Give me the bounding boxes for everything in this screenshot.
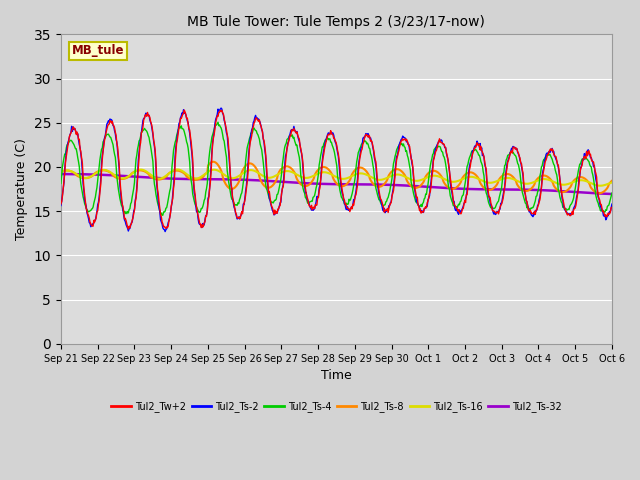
Tul2_Ts-4 — [421, 195, 429, 201]
Tul2_Ts-2 — [124, 226, 131, 231]
Tul2_Ts-2 — [421, 205, 429, 211]
Tul2_Ts-8 — [67, 168, 75, 174]
Tul2_Ts-32 — [608, 191, 616, 197]
X-axis label: Time: Time — [321, 369, 352, 382]
Tul2_Ts-32 — [209, 176, 216, 182]
Tul2_Tw+2 — [421, 205, 429, 211]
Tul2_Ts-4 — [57, 180, 65, 186]
Tul2_Ts-16 — [173, 167, 181, 172]
Line: Tul2_Ts-2: Tul2_Ts-2 — [61, 108, 612, 231]
Tul2_Ts-8 — [180, 170, 188, 176]
Tul2_Ts-32 — [124, 173, 131, 179]
Tul2_Ts-2 — [217, 105, 225, 111]
Tul2_Ts-4 — [180, 129, 188, 134]
Tul2_Ts-32 — [420, 184, 428, 190]
Tul2_Ts-2 — [161, 228, 169, 234]
Text: MB_tule: MB_tule — [72, 45, 124, 58]
Line: Tul2_Ts-8: Tul2_Ts-8 — [61, 162, 612, 193]
Tul2_Tw+2 — [125, 226, 132, 232]
Tul2_Ts-8 — [420, 178, 428, 183]
Tul2_Ts-4 — [405, 159, 413, 165]
Tul2_Ts-16 — [209, 167, 217, 173]
Tul2_Tw+2 — [181, 109, 189, 115]
Tul2_Tw+2 — [124, 224, 131, 230]
Tul2_Ts-8 — [608, 178, 616, 184]
Tul2_Ts-4 — [158, 212, 166, 218]
Tul2_Ts-16 — [57, 169, 65, 175]
Tul2_Ts-2 — [209, 133, 217, 139]
Tul2_Ts-16 — [596, 183, 604, 189]
Tul2_Ts-2 — [405, 142, 413, 147]
Tul2_Ts-8 — [209, 159, 216, 165]
Tul2_Tw+2 — [405, 143, 413, 149]
Tul2_Ts-4 — [209, 129, 217, 135]
Line: Tul2_Tw+2: Tul2_Tw+2 — [61, 110, 612, 229]
Tul2_Ts-8 — [57, 169, 65, 175]
Tul2_Ts-2 — [57, 203, 65, 208]
Tul2_Ts-4 — [608, 190, 616, 196]
Legend: Tul2_Tw+2, Tul2_Ts-2, Tul2_Ts-4, Tul2_Ts-8, Tul2_Ts-16, Tul2_Ts-32: Tul2_Tw+2, Tul2_Ts-2, Tul2_Ts-4, Tul2_Ts… — [108, 398, 565, 416]
Tul2_Ts-16 — [67, 168, 75, 174]
Title: MB Tule Tower: Tule Temps 2 (3/23/17-now): MB Tule Tower: Tule Temps 2 (3/23/17-now… — [188, 15, 485, 29]
Tul2_Ts-2 — [608, 201, 616, 207]
Tul2_Ts-32 — [57, 171, 65, 177]
Tul2_Ts-32 — [403, 183, 411, 189]
Tul2_Ts-2 — [180, 110, 188, 116]
Tul2_Ts-16 — [404, 175, 412, 181]
Tul2_Tw+2 — [57, 201, 65, 207]
Tul2_Ts-8 — [209, 159, 217, 165]
Tul2_Tw+2 — [608, 204, 616, 210]
Tul2_Ts-16 — [420, 176, 428, 181]
Tul2_Ts-8 — [595, 190, 603, 196]
Tul2_Tw+2 — [67, 130, 75, 136]
Line: Tul2_Ts-32: Tul2_Ts-32 — [61, 174, 612, 194]
Line: Tul2_Ts-16: Tul2_Ts-16 — [61, 169, 612, 186]
Tul2_Ts-32 — [67, 171, 75, 177]
Tul2_Ts-8 — [124, 175, 131, 180]
Tul2_Ts-16 — [124, 174, 131, 180]
Tul2_Ts-4 — [67, 137, 75, 143]
Tul2_Ts-32 — [180, 176, 188, 182]
Tul2_Ts-4 — [124, 209, 131, 215]
Line: Tul2_Ts-4: Tul2_Ts-4 — [61, 122, 612, 215]
Tul2_Ts-8 — [404, 180, 412, 186]
Tul2_Tw+2 — [180, 107, 188, 113]
Y-axis label: Temperature (C): Temperature (C) — [15, 138, 28, 240]
Tul2_Tw+2 — [211, 132, 218, 137]
Tul2_Ts-2 — [67, 130, 75, 136]
Tul2_Ts-16 — [608, 180, 616, 185]
Tul2_Ts-16 — [180, 169, 188, 175]
Tul2_Ts-4 — [214, 120, 222, 125]
